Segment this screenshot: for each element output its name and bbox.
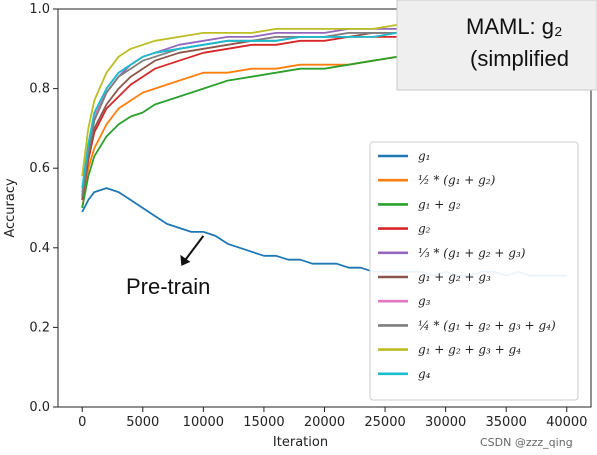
x-tick-label: 5000 bbox=[126, 415, 159, 430]
legend-label-7: g₃ bbox=[418, 294, 431, 308]
y-tick-label: 0.2 bbox=[29, 320, 50, 335]
legend-label-8: ¼ * (g₁ + g₂ + g₃ + g₄) bbox=[418, 318, 556, 332]
ticks: 0 5000 10000 15000 20000 25000 30000 35000 40000… bbox=[3, 2, 587, 450]
annotation-layer: Pre-train bbox=[126, 235, 210, 299]
series-line-7 bbox=[81, 32, 398, 193]
legend-label-1: g₁ bbox=[418, 149, 431, 163]
series-line-10 bbox=[81, 32, 398, 189]
x-tick-label: 40000 bbox=[546, 415, 587, 430]
x-tick-label: 35000 bbox=[486, 415, 527, 430]
pre-train-arrowhead bbox=[180, 254, 191, 266]
legend-label-6: g₁ + g₂ + g₃ bbox=[418, 270, 491, 284]
legend-label-3: g₁ + g₂ bbox=[418, 197, 461, 211]
y-tick-label: 0.6 bbox=[29, 161, 50, 176]
series-line-4 bbox=[81, 36, 398, 201]
x-tick-label: 30000 bbox=[425, 415, 466, 430]
pre-train-label: Pre-train bbox=[126, 274, 210, 299]
x-tick-label: 10000 bbox=[183, 415, 224, 430]
series-line-5 bbox=[81, 27, 398, 197]
legend-label-5: ⅓ * (g₁ + g₂ + g₃) bbox=[418, 246, 526, 260]
legend-label-10: g₄ bbox=[418, 367, 431, 381]
callout-bg bbox=[396, 0, 597, 91]
legend-label-9: g₁ + g₂ + g₃ + g₄ bbox=[418, 343, 521, 357]
series-lines bbox=[81, 24, 567, 277]
x-axis-label: Iteration bbox=[273, 435, 328, 450]
y-tick-label: 0.4 bbox=[29, 241, 50, 256]
series-line-8 bbox=[81, 32, 398, 197]
x-tick-label: 25000 bbox=[364, 415, 405, 430]
callout-line2: (simplified bbox=[470, 46, 569, 71]
callout-line1: MAML: g₂ bbox=[466, 14, 563, 39]
legend: g₁ ½ * (g₁ + g₂) g₁ + g₂ g₂ ⅓ * (g₁ + g₂ + g… bbox=[369, 141, 579, 401]
pre-train-arrow bbox=[184, 235, 205, 261]
watermark: CSDN @zzz_qing bbox=[480, 436, 573, 449]
legend-label-2: ½ * (g₁ + g₂) bbox=[418, 173, 496, 187]
x-tick-label: 15000 bbox=[243, 415, 284, 430]
y-tick-label: 1.0 bbox=[29, 2, 50, 17]
series-line-9 bbox=[81, 24, 398, 177]
x-tick-label: 20000 bbox=[304, 415, 345, 430]
legend-box bbox=[369, 141, 579, 401]
x-tick-label: 0 bbox=[78, 415, 86, 430]
y-axis-label: Accuracy bbox=[3, 178, 18, 238]
y-tick-label: 0.8 bbox=[29, 82, 50, 97]
series-line-2 bbox=[81, 55, 398, 209]
watermark-text: CSDN @zzz_qing bbox=[480, 436, 573, 449]
legend-label-4: g₂ bbox=[418, 222, 431, 236]
y-tick-label: 0.0 bbox=[29, 400, 50, 415]
callout-box: MAML: g₂ (simplified bbox=[396, 0, 597, 91]
series-line-3 bbox=[81, 55, 398, 209]
